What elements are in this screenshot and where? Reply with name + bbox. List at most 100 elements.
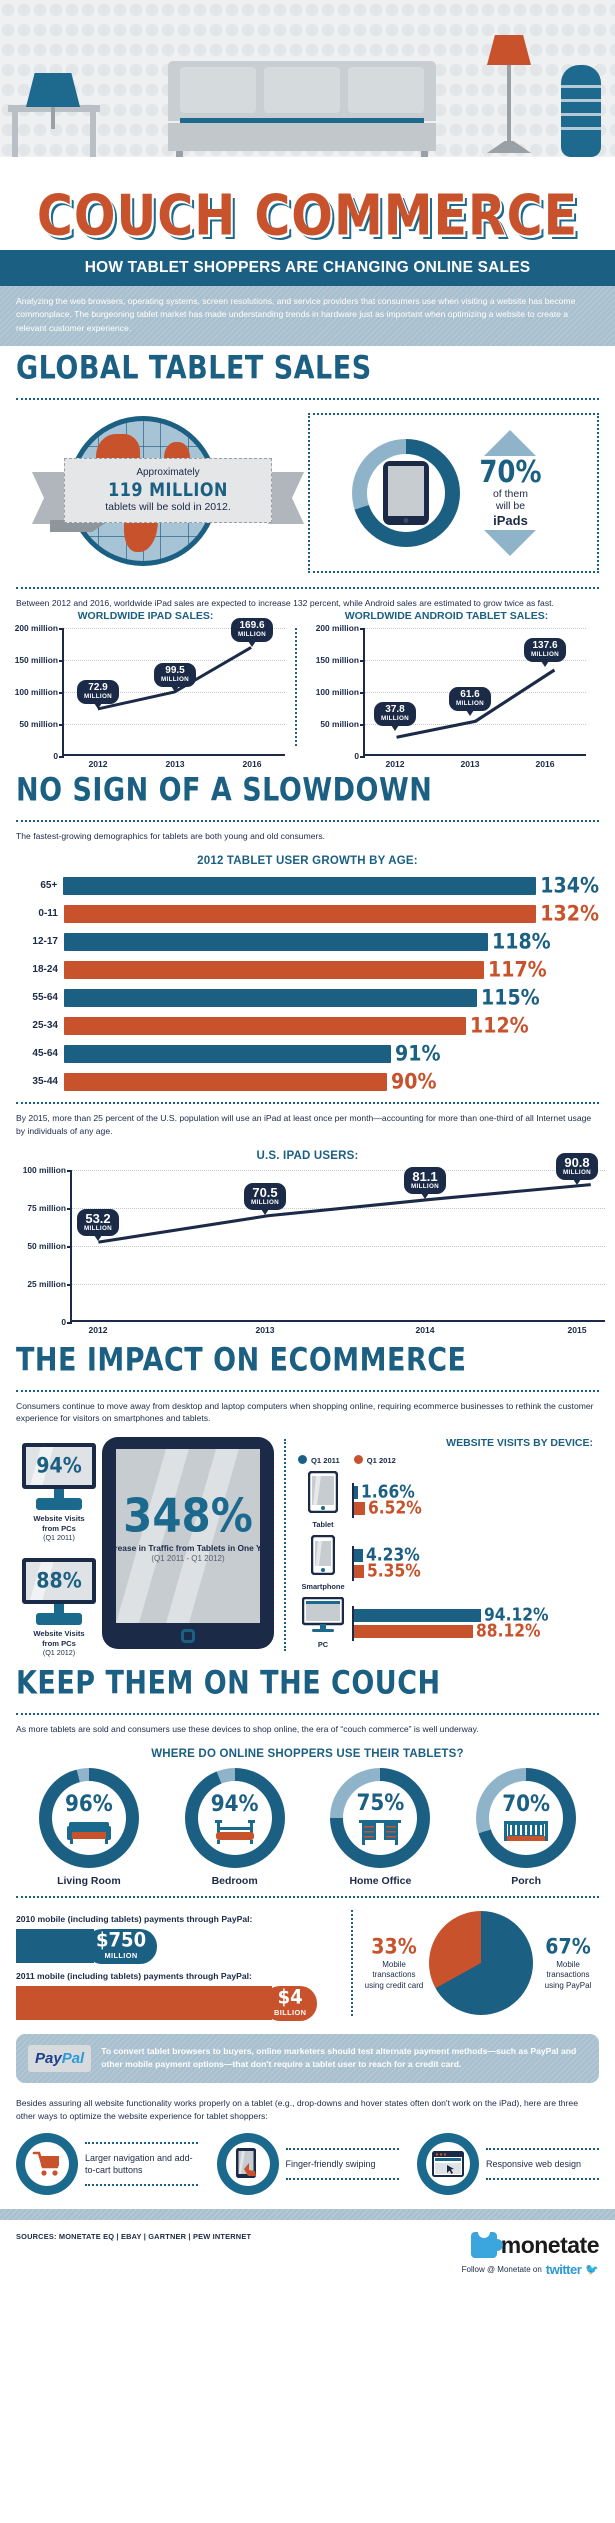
tablet-icon xyxy=(383,460,430,525)
y-tick-label: 150 million xyxy=(315,654,359,665)
ipad-share-donut xyxy=(352,438,461,547)
slowdown-note: The fastest-growing demographics for tab… xyxy=(16,830,326,841)
smartphone-icon xyxy=(310,1535,336,1576)
bar-value: $4 BILLION xyxy=(263,1985,318,2021)
place-percent: 94% xyxy=(210,1789,259,1817)
legend-item: Q1 2011 xyxy=(298,1455,340,1465)
bar xyxy=(64,932,488,951)
place-label: Home Office xyxy=(349,1875,412,1888)
place-label: Porch xyxy=(511,1875,541,1888)
pc-caption-2012: Website Visits from PCs (Q1 2012) xyxy=(33,1629,85,1658)
section-impact-ecommerce: THE IMPACT ON ECOMMERCE Consumers contin… xyxy=(0,1322,615,1658)
place-home-office: 75% Home Office xyxy=(319,1768,441,1887)
divider xyxy=(16,1896,599,1899)
monetate-logo-icon xyxy=(470,2226,503,2259)
y-tick-label: 50 million xyxy=(19,718,58,729)
divider xyxy=(16,586,599,589)
y-tick-label: 100 million xyxy=(14,686,58,697)
globe-stat: Approximately 119 MILLION tablets will b… xyxy=(16,408,308,578)
x-tick-label: 2013 xyxy=(165,758,185,769)
ipad-share-percent: 70% xyxy=(479,456,542,491)
age-chart-title: 2012 TABLET USER GROWTH BY AGE: xyxy=(197,854,418,867)
table-row: PC 94.12% 88.12% xyxy=(294,1597,599,1649)
tip-text: Finger-friendly swiping xyxy=(285,2147,399,2180)
table-row: 18-24 117% xyxy=(16,957,599,982)
y-tick-label: 75 million xyxy=(27,1202,66,1213)
bar xyxy=(16,1986,272,2021)
x-tick-label: 2012 xyxy=(385,758,405,769)
responsive-window-icon xyxy=(432,2150,464,2177)
pie-chart xyxy=(429,1911,533,2016)
data-label: 53.2 MILLION xyxy=(77,1208,119,1241)
title-block: COUCH COMMERCE xyxy=(0,185,615,250)
data-label: 81.1 MILLION xyxy=(404,1166,446,1199)
ribbon-banner: Approximately 119 MILLION tablets will b… xyxy=(32,457,302,532)
bar-value: 91% xyxy=(395,1041,441,1067)
page-subtitle: HOW TABLET SHOPPERS ARE CHANGING ONLINE … xyxy=(0,250,615,286)
table-row: Smartphone 4.23% 5.35% xyxy=(294,1535,599,1591)
tablet-traffic-stat: 348% Increase in Traffic from Tablets in… xyxy=(102,1437,274,1650)
place-percent: 96% xyxy=(64,1789,113,1817)
bar-value: 1.66% xyxy=(361,1482,415,1503)
chart-title: WEBSITE VISITS BY DEVICE: xyxy=(446,1437,593,1450)
section-global-tablet-sales: GLOBAL TABLET SALES Approximately 119 MI… xyxy=(0,346,615,610)
bar-label: 65+ xyxy=(40,880,58,892)
donut-chart: 70% xyxy=(476,1768,577,1869)
porch-swing-icon xyxy=(504,1820,549,1841)
place-label: Bedroom xyxy=(211,1875,258,1888)
bar-label: 12-17 xyxy=(32,936,58,948)
x-tick-label: 2013 xyxy=(255,1324,275,1335)
plot-area: 200 million 150 million 100 million 50 m… xyxy=(316,623,586,769)
chart-ipad-sales: WORLDWIDE IPAD SALES: 200 million 150 mi… xyxy=(0,610,291,769)
us-ipad-chart-title: U.S. IPAD USERS: xyxy=(256,1149,359,1162)
monitor-icon: 88% xyxy=(22,1558,96,1626)
age-growth-bars: 65+ 134% 0-11 132% 12-17 118% 18-24 117%… xyxy=(16,873,599,1094)
pc-percent-2012: 88% xyxy=(36,1569,82,1594)
paypal-2011-label: 2011 mobile (including tablets) payments… xyxy=(16,1971,252,1982)
table-lamp-icon xyxy=(18,73,88,133)
y-tick-label: 0 xyxy=(61,1316,66,1327)
donut-chart: 96% xyxy=(38,1768,139,1869)
couch-icon xyxy=(66,1821,111,1844)
data-label: 90.8 MILLION xyxy=(556,1152,598,1185)
brand-name: monetate xyxy=(500,2231,600,2258)
table-row: Tablet 1.66% 6.52% xyxy=(294,1471,599,1529)
ribbon-line-2: 119 MILLION xyxy=(108,478,228,501)
y-tick-label: 200 million xyxy=(315,622,359,633)
bar-label: 18-24 xyxy=(32,964,58,976)
pc-caption-2011: Website Visits from PCs (Q1 2011) xyxy=(33,1514,85,1543)
y-tick-label: 200 million xyxy=(14,622,58,633)
traffic-increase-caption: Increase in Traffic from Tablets in One … xyxy=(102,1543,274,1554)
twitter-follow[interactable]: Follow @ Monetate on twitter 🐦 xyxy=(462,2262,599,2277)
place-label: Living Room xyxy=(57,1875,121,1888)
bar-label: 55-64 xyxy=(32,992,58,1004)
pie-label-paypal: 67% Mobile transactions using PayPal xyxy=(544,1934,592,1990)
y-tick-label: 0 xyxy=(53,750,58,761)
x-tick-label: 2014 xyxy=(415,1324,435,1335)
plot-area: 200 million 150 million 100 million 50 m… xyxy=(15,617,285,769)
bar-value: 115% xyxy=(481,985,540,1011)
worldwide-sales-charts: WORLDWIDE IPAD SALES: 200 million 150 mi… xyxy=(0,610,615,769)
data-label: 70.5 MILLION xyxy=(244,1182,286,1215)
pc-percent-2011: 94% xyxy=(36,1454,82,1479)
divider xyxy=(16,397,599,400)
data-label: 61.6 MILLION xyxy=(449,686,491,716)
vase-icon xyxy=(561,65,601,157)
donut-chart: 94% xyxy=(184,1768,285,1869)
bar-value: 112% xyxy=(470,1013,529,1039)
table-row: 65+ 134% xyxy=(16,873,599,898)
ipad-share-text: 70% of them will be iPads xyxy=(466,430,554,556)
footer-band xyxy=(0,2208,615,2220)
table-row: $750 MILLION xyxy=(16,1928,341,1964)
place-percent: 75% xyxy=(356,1788,405,1816)
data-label: 137.6 MILLION xyxy=(524,637,566,667)
table-row: $4 BILLION xyxy=(16,1985,341,2021)
x-tick-label: 2012 xyxy=(88,758,108,769)
data-label: 99.5 MILLION xyxy=(154,662,196,692)
x-tick-label: 2013 xyxy=(460,758,480,769)
line-series xyxy=(97,645,252,711)
ipad-share-panel: 70% of them will be iPads xyxy=(307,412,599,573)
x-tick-label: 2016 xyxy=(535,758,555,769)
y-tick-label: 50 million xyxy=(27,1240,66,1251)
